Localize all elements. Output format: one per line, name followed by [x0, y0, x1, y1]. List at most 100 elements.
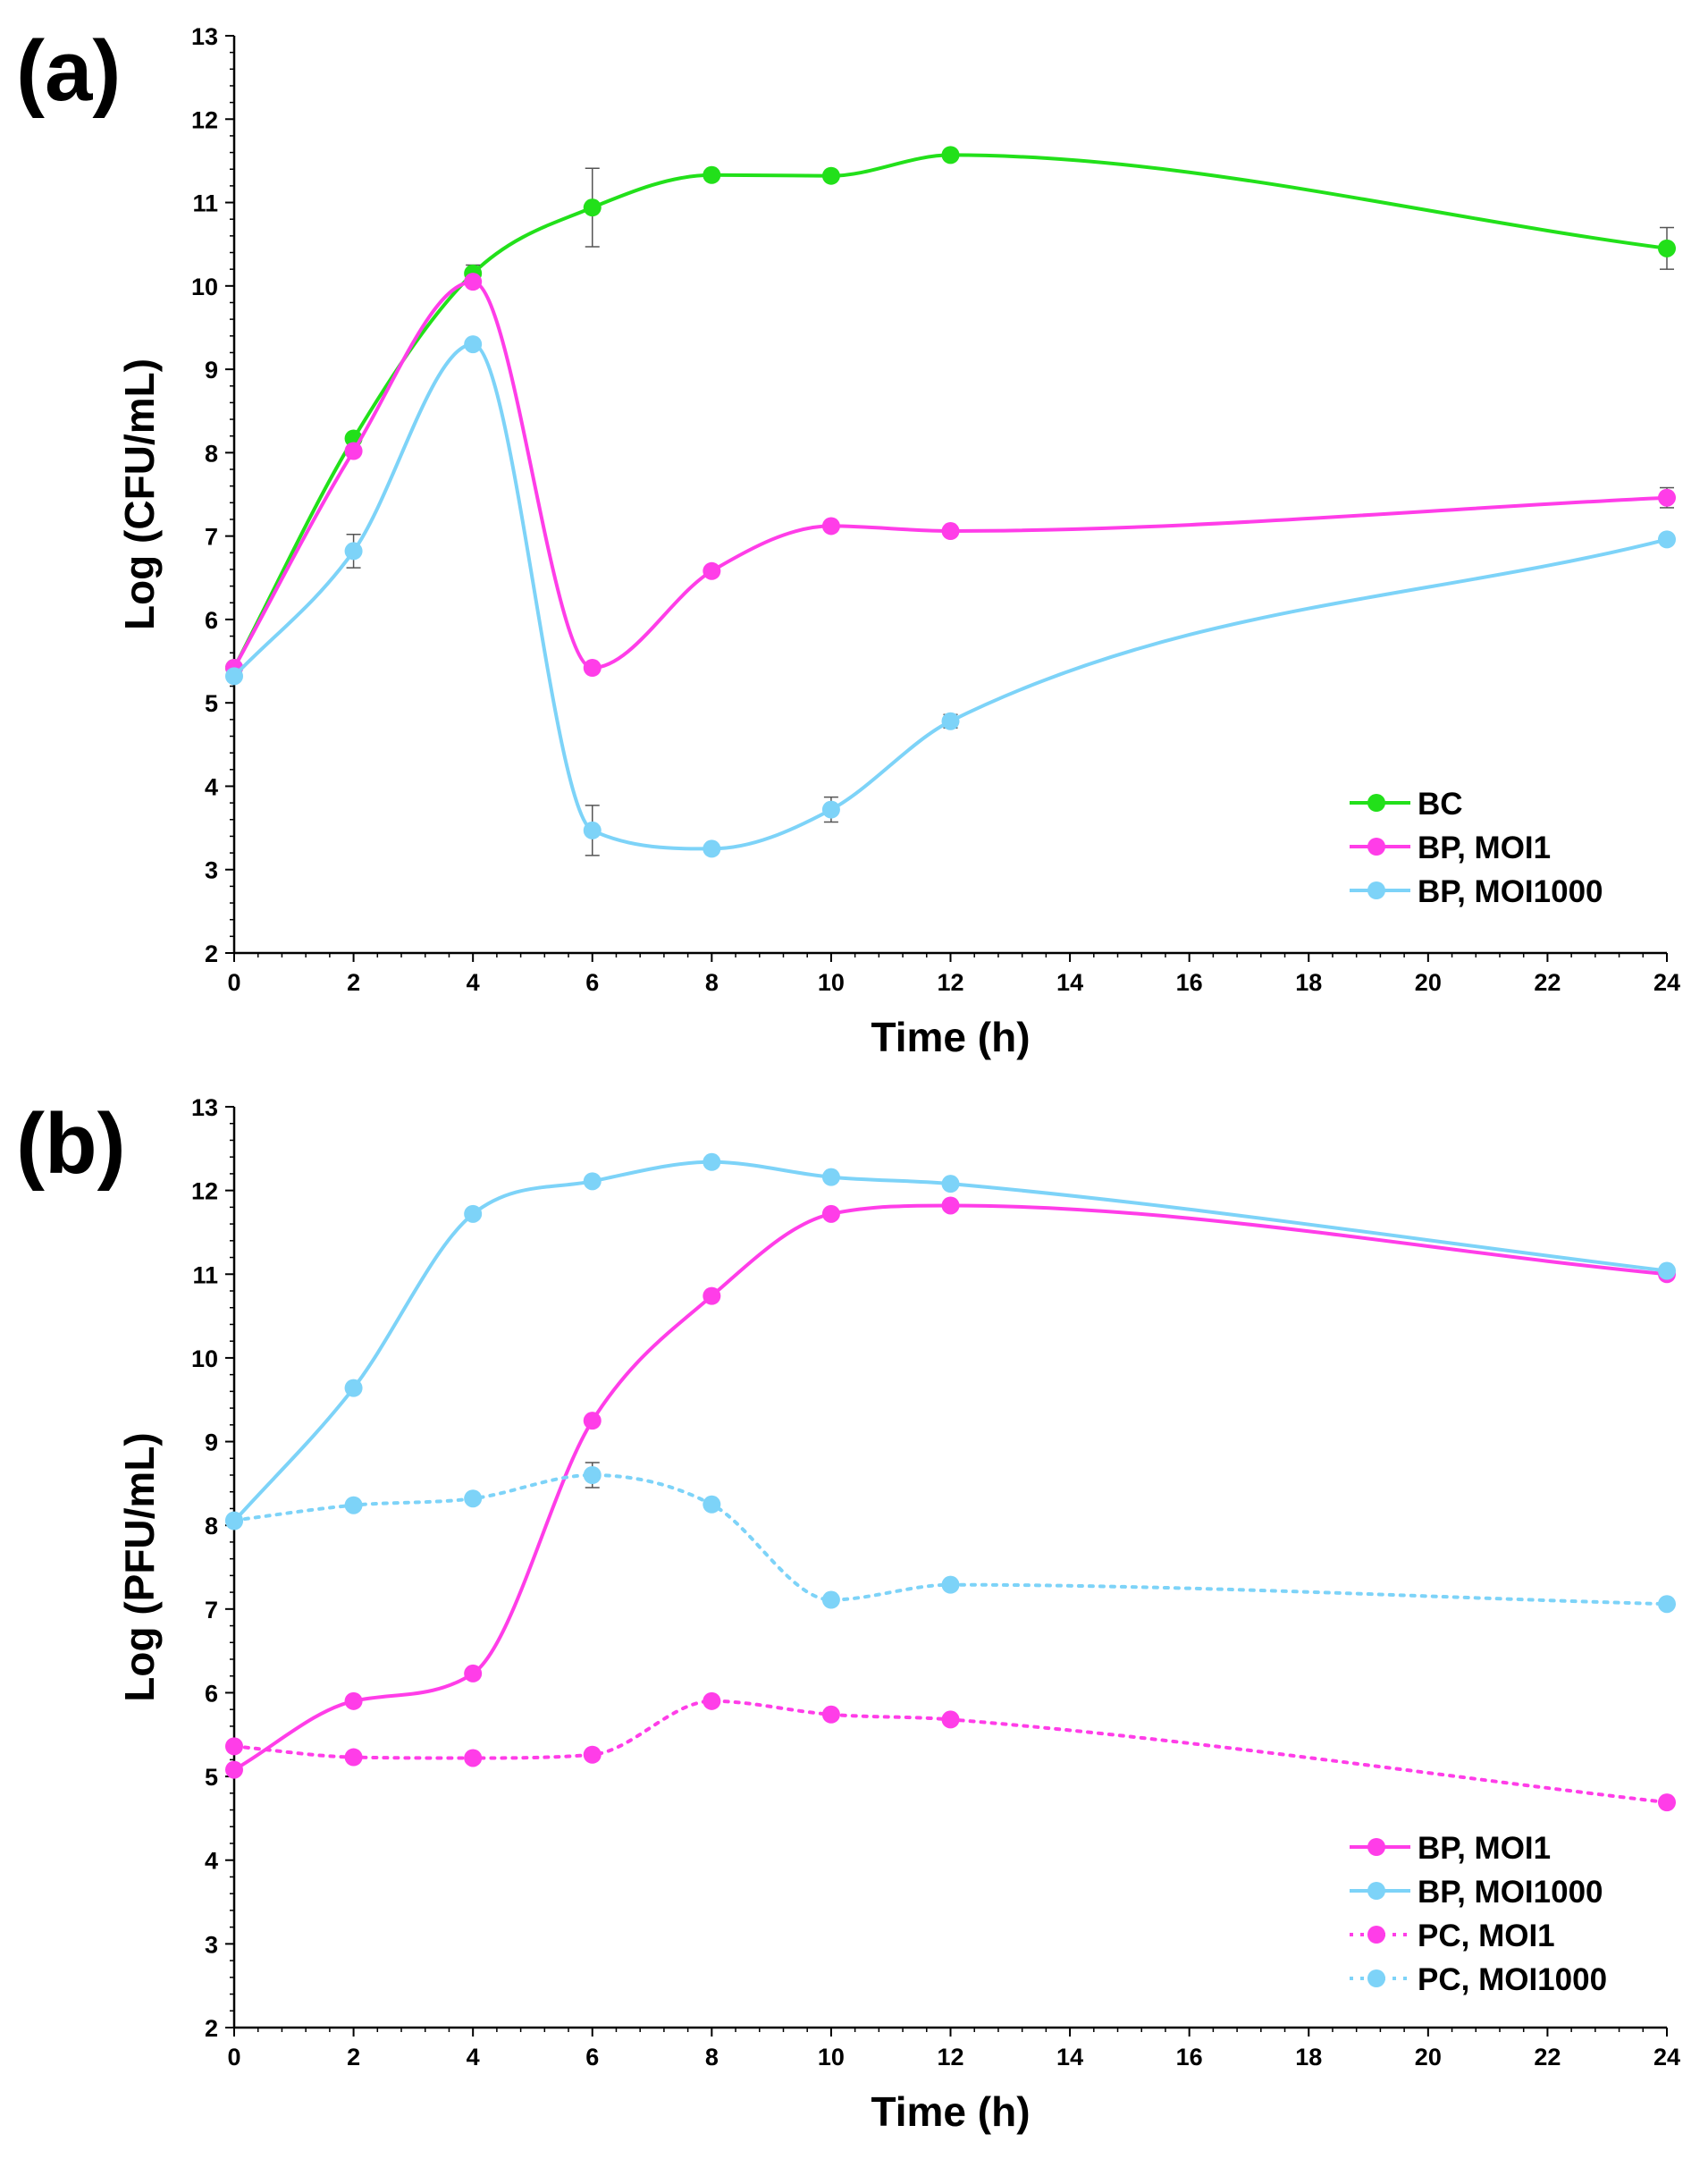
data-point	[344, 1748, 363, 1767]
y-tick-label: 2	[205, 2015, 218, 2042]
legend-label: PC, MOI1	[1418, 1919, 1555, 1953]
data-point	[344, 1379, 363, 1397]
legend-label: BP, MOI1000	[1418, 874, 1603, 909]
data-point	[583, 1172, 602, 1191]
x-tick-label: 22	[1534, 2044, 1561, 2070]
data-point	[225, 1760, 243, 1779]
x-tick-label: 16	[1176, 969, 1203, 996]
data-point	[583, 1745, 602, 1764]
x-tick-label: 4	[467, 2044, 480, 2070]
data-point	[344, 1496, 363, 1514]
data-point	[583, 198, 602, 217]
data-point	[703, 165, 721, 184]
series-line	[232, 280, 1669, 670]
data-point	[821, 517, 840, 536]
data-point	[344, 442, 363, 460]
series-3	[225, 335, 1676, 858]
x-tick-label: 8	[705, 969, 719, 996]
x-tick-label: 18	[1295, 2044, 1322, 2070]
data-point	[464, 273, 483, 291]
series-line	[232, 1160, 1669, 1523]
data-point	[821, 1590, 840, 1609]
data-point	[941, 522, 960, 541]
panel-label: (a)	[16, 23, 121, 119]
x-tick-label: 6	[585, 969, 599, 996]
y-tick-label: 11	[192, 190, 218, 217]
data-point	[344, 1691, 363, 1710]
x-tick-label: 24	[1653, 969, 1680, 996]
data-point	[225, 1511, 243, 1530]
data-point	[821, 1204, 840, 1223]
y-tick-label: 7	[205, 1597, 218, 1623]
x-tick-label: 8	[705, 2044, 719, 2070]
legend-marker	[1367, 1882, 1385, 1900]
data-point	[703, 561, 721, 580]
series-3	[225, 1691, 1676, 1812]
legend-entry: BP, MOI1	[1350, 1831, 1551, 1866]
data-point	[941, 1575, 960, 1594]
y-tick-label: 2	[205, 940, 218, 967]
data-point	[1658, 1595, 1676, 1614]
y-tick-label: 9	[205, 357, 218, 384]
x-tick-label: 2	[347, 2044, 360, 2070]
x-tick-label: 0	[227, 2044, 240, 2070]
data-point	[703, 1691, 721, 1710]
series-line	[232, 153, 1669, 670]
data-point	[1658, 530, 1676, 549]
legend-entry: PC, MOI1000	[1350, 1962, 1607, 1997]
y-tick-label: 6	[205, 607, 218, 634]
data-point	[583, 1466, 602, 1484]
x-tick-label: 10	[818, 2044, 845, 2070]
data-point	[464, 1489, 483, 1508]
x-tick-label: 20	[1415, 969, 1442, 996]
x-tick-label: 12	[937, 2044, 963, 2070]
y-tick-label: 13	[191, 23, 218, 50]
data-point	[703, 839, 721, 858]
x-axis-title: Time (h)	[871, 2088, 1030, 2135]
y-tick-label: 5	[205, 1764, 218, 1791]
data-point	[225, 667, 243, 686]
x-tick-label: 16	[1176, 2044, 1203, 2070]
legend-marker	[1367, 1969, 1385, 1987]
y-tick-label: 10	[191, 1345, 218, 1372]
x-tick-label: 22	[1534, 969, 1561, 996]
data-point	[344, 542, 363, 561]
legend-entry: BP, MOI1000	[1350, 1875, 1603, 1910]
data-point	[941, 1710, 960, 1729]
x-tick-label: 14	[1056, 969, 1083, 996]
legend-entry: BC	[1350, 787, 1463, 822]
y-tick-label: 8	[205, 440, 218, 467]
x-tick-label: 10	[818, 969, 845, 996]
data-point	[821, 1168, 840, 1186]
legend-label: BC	[1418, 787, 1463, 822]
x-tick-label: 14	[1056, 2044, 1083, 2070]
legend-entry: BP, MOI1	[1350, 831, 1551, 865]
data-point	[583, 821, 602, 839]
data-point	[464, 1664, 483, 1683]
panel-label: (b)	[16, 1096, 126, 1192]
y-tick-label: 11	[192, 1261, 218, 1288]
data-point	[225, 1737, 243, 1756]
data-point	[464, 1204, 483, 1223]
data-point	[941, 146, 960, 164]
y-axis-title: Log (CFU/mL)	[116, 358, 163, 630]
y-tick-label: 8	[205, 1513, 218, 1539]
x-axis-title: Time (h)	[871, 1014, 1030, 1060]
data-point	[821, 1705, 840, 1724]
y-tick-label: 4	[205, 1848, 218, 1875]
x-tick-label: 2	[347, 969, 360, 996]
y-tick-label: 12	[191, 1178, 218, 1205]
legend-marker	[1367, 838, 1385, 856]
data-point	[1658, 488, 1676, 507]
series-line	[232, 1473, 1669, 1607]
data-point	[703, 1495, 721, 1514]
y-tick-label: 12	[191, 106, 218, 133]
data-point	[703, 1286, 721, 1305]
y-tick-label: 9	[205, 1429, 218, 1456]
data-point	[941, 1196, 960, 1215]
y-tick-label: 7	[205, 524, 218, 551]
data-point	[1658, 1261, 1676, 1280]
series-line	[232, 1203, 1669, 1772]
